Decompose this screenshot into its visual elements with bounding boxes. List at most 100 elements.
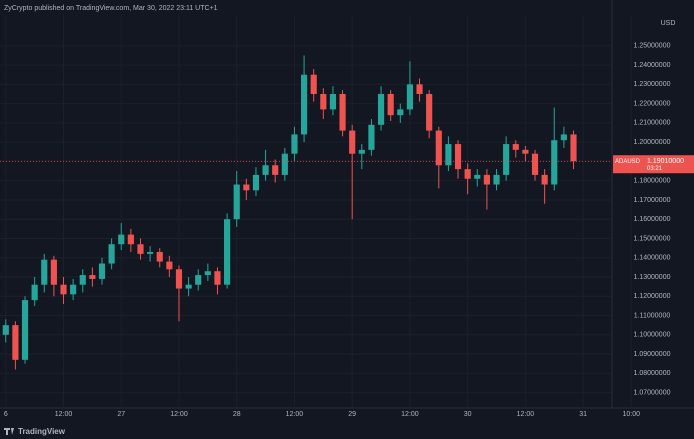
y-tick-label: 1.23000000 bbox=[634, 81, 671, 88]
footer-logo: TradingView bbox=[18, 427, 66, 436]
candle-body bbox=[281, 153, 288, 175]
x-tick-label: 12:00 bbox=[170, 411, 188, 418]
y-tick-label: 1.22000000 bbox=[634, 100, 671, 107]
candle-body bbox=[2, 325, 9, 335]
candle-body bbox=[454, 144, 462, 170]
candle-body bbox=[272, 165, 279, 175]
candle-body bbox=[156, 251, 163, 262]
candle-body bbox=[166, 261, 173, 270]
candle-body bbox=[70, 284, 77, 295]
candle-body bbox=[406, 84, 414, 110]
candle-body bbox=[175, 269, 183, 289]
candle-body bbox=[368, 124, 375, 150]
x-tick-label: 12:00 bbox=[55, 411, 73, 418]
candle-body bbox=[474, 174, 481, 179]
candle-body bbox=[50, 259, 57, 285]
candle-body bbox=[426, 93, 433, 131]
candle-body bbox=[60, 284, 67, 295]
y-tick-label: 1.14000000 bbox=[634, 255, 671, 262]
x-tick-label: 12:00 bbox=[286, 411, 304, 418]
y-tick-label: 1.24000000 bbox=[634, 62, 671, 69]
y-tick-label: 1.25000000 bbox=[634, 43, 671, 50]
logo-icon bbox=[4, 428, 14, 435]
candle-body bbox=[233, 184, 240, 220]
last-price-label: 1.19010000 bbox=[647, 158, 684, 165]
candle-body bbox=[79, 275, 86, 285]
candle-body bbox=[127, 234, 134, 245]
candle-body bbox=[300, 74, 308, 135]
currency-label: USD bbox=[661, 20, 676, 27]
y-tick-label: 1.16000000 bbox=[634, 216, 671, 223]
candle-body bbox=[21, 300, 29, 360]
candle-body bbox=[445, 144, 452, 166]
candle-body bbox=[512, 144, 519, 150]
candle-body bbox=[464, 169, 471, 179]
candle-body bbox=[252, 174, 260, 191]
x-tick-label: 12:00 bbox=[401, 411, 419, 418]
candle-body bbox=[522, 149, 529, 154]
x-tick-label: 27 bbox=[117, 411, 125, 418]
x-tick-label: 10:00 bbox=[622, 411, 640, 418]
chart-title: ZyCrypto published on TradingView.com, M… bbox=[4, 5, 218, 12]
candle-body bbox=[339, 93, 346, 131]
x-tick-label: 29 bbox=[348, 411, 356, 418]
last-price-countdown: 03:21 bbox=[647, 166, 663, 172]
candle-body bbox=[349, 130, 356, 154]
y-tick-label: 1.11000000 bbox=[634, 312, 671, 319]
candle-body bbox=[377, 93, 385, 125]
candle-body bbox=[541, 174, 548, 185]
y-tick-label: 1.10000000 bbox=[634, 332, 671, 339]
candle-body bbox=[137, 244, 144, 254]
candle-body bbox=[570, 134, 577, 162]
y-tick-label: 1.12000000 bbox=[634, 293, 671, 300]
y-tick-label: 1.17000000 bbox=[634, 197, 671, 204]
candle-body bbox=[108, 244, 115, 264]
x-tick-label: 12:00 bbox=[517, 411, 535, 418]
candle-body bbox=[503, 144, 510, 175]
candle-body bbox=[214, 271, 221, 285]
x-tick-label: 30 bbox=[464, 411, 472, 418]
candle-body bbox=[483, 174, 490, 185]
y-tick-label: 1.18000000 bbox=[634, 178, 671, 185]
candle-body bbox=[493, 174, 500, 185]
last-price-box bbox=[613, 155, 694, 174]
last-price-symbol: ADAUSD bbox=[615, 159, 641, 165]
candle-body bbox=[243, 184, 250, 191]
y-tick-label: 1.20000000 bbox=[634, 139, 671, 146]
candle-body bbox=[204, 271, 211, 276]
candle-body bbox=[195, 275, 202, 285]
candle-body bbox=[329, 93, 337, 110]
y-tick-label: 1.08000000 bbox=[634, 370, 671, 377]
candle-body bbox=[12, 325, 19, 360]
candle-body bbox=[291, 134, 298, 154]
candle-body bbox=[320, 93, 327, 110]
candle-body bbox=[41, 259, 48, 285]
candle-body bbox=[31, 284, 38, 301]
candle-body bbox=[118, 234, 125, 245]
y-tick-label: 1.13000000 bbox=[634, 274, 671, 281]
candle-body bbox=[310, 74, 317, 94]
y-tick-label: 1.21000000 bbox=[634, 120, 671, 127]
candle-body bbox=[435, 130, 442, 166]
candle-body bbox=[387, 93, 394, 116]
candle-body bbox=[531, 153, 539, 175]
y-tick-label: 1.15000000 bbox=[634, 235, 671, 242]
candle-body bbox=[262, 165, 269, 175]
x-tick-label: 6 bbox=[4, 411, 8, 418]
candle-body bbox=[98, 263, 106, 279]
y-tick-label: 1.09000000 bbox=[634, 351, 671, 358]
x-tick-label: 31 bbox=[579, 411, 587, 418]
candle-body bbox=[560, 134, 567, 141]
candle-body bbox=[397, 109, 404, 116]
y-tick-label: 1.07000000 bbox=[634, 389, 671, 396]
x-tick-label: 28 bbox=[233, 411, 241, 418]
candle-body bbox=[89, 275, 96, 279]
candle-body bbox=[551, 140, 558, 185]
candle-body bbox=[224, 219, 231, 285]
candle-body bbox=[147, 251, 154, 254]
candle-body bbox=[185, 284, 192, 289]
candle-body bbox=[416, 84, 423, 94]
candle-body bbox=[358, 149, 365, 154]
